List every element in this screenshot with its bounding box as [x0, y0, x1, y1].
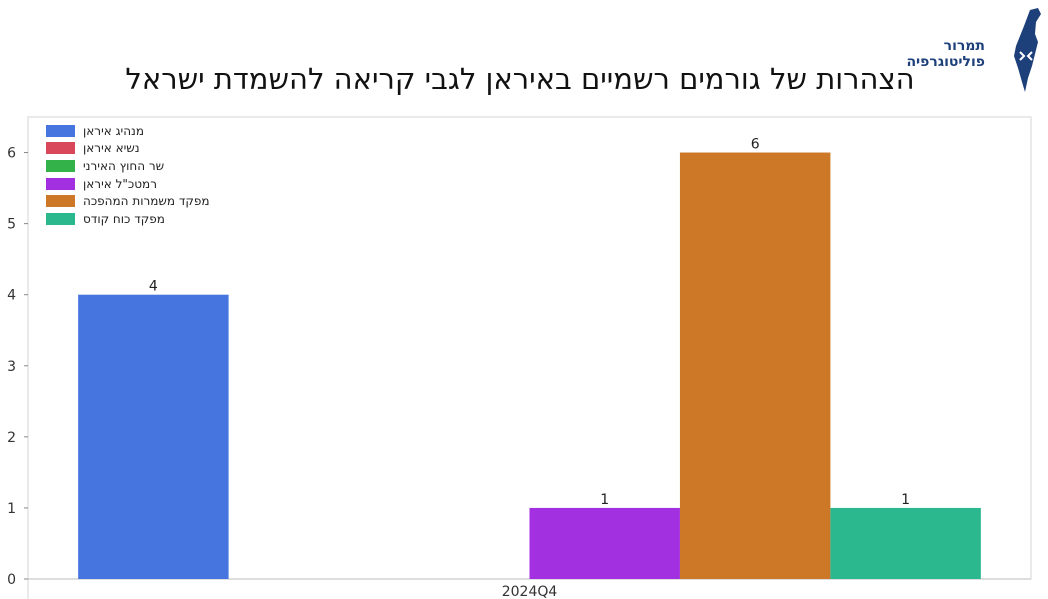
legend-item: מפקד משמרות המהפכה [46, 192, 210, 210]
x-axis-ticks: 2024Q4 [502, 584, 558, 599]
bar [830, 507, 981, 579]
legend-swatch [46, 124, 75, 137]
chart-title: הצהרות של גורמים רשמיים באיראן לגבי קריא… [125, 62, 915, 96]
x-tick-label: 2024Q4 [502, 584, 558, 599]
legend-swatch [46, 142, 75, 155]
legend-swatch [46, 195, 75, 208]
y-tick-label: 5 [7, 217, 16, 233]
legend-label: נשיא איראן [83, 141, 140, 156]
y-axis-ticks: 0 1 2 3 4 5 6 [7, 146, 28, 588]
legend-item: נשיא איראן [46, 140, 210, 158]
y-tick-label: 4 [7, 288, 16, 304]
legend: מנהיג איראן נשיא איראן שר החוץ האירני רמטכ"… [46, 122, 210, 228]
y-tick-label: 0 [7, 572, 16, 588]
bars: 4 1 6 1 [78, 137, 981, 580]
logo-line2: פוליטוגרפיה [906, 54, 985, 70]
logo-text: תמרור פוליטוגרפיה [906, 38, 985, 70]
bar [529, 507, 680, 579]
legend-label: מפקד משמרות המהפכה [83, 194, 210, 209]
legend-item: שר החוץ האירני [46, 157, 210, 175]
legend-label: מפקד כוח קודס [83, 211, 165, 226]
legend-item: מפקד כוח קודס [46, 210, 210, 228]
y-tick-label: 2 [7, 430, 16, 446]
bar [679, 152, 831, 580]
logo-line1: תמרור [943, 38, 985, 54]
israel-map-icon [1014, 8, 1041, 92]
legend-swatch [46, 159, 75, 172]
bar-value-label: 4 [149, 279, 158, 295]
y-tick-label: 6 [7, 146, 16, 162]
legend-label: שר החוץ האירני [83, 158, 165, 173]
y-tick-label: 1 [7, 501, 16, 517]
logo: תמרור פוליטוגרפיה [906, 8, 1045, 96]
bar-value-label: 1 [600, 492, 609, 508]
legend-swatch [46, 212, 75, 225]
legend-item: מנהיג איראן [46, 122, 210, 140]
legend-label: רמטכ"ל איראן [83, 176, 157, 191]
bar-value-label: 6 [751, 137, 760, 153]
legend-label: מנהיג איראן [83, 123, 145, 138]
bar-value-label: 1 [901, 492, 910, 508]
y-tick-label: 3 [7, 359, 16, 375]
bar [78, 294, 229, 579]
legend-swatch [46, 177, 75, 190]
legend-item: רמטכ"ל איראן [46, 175, 210, 193]
